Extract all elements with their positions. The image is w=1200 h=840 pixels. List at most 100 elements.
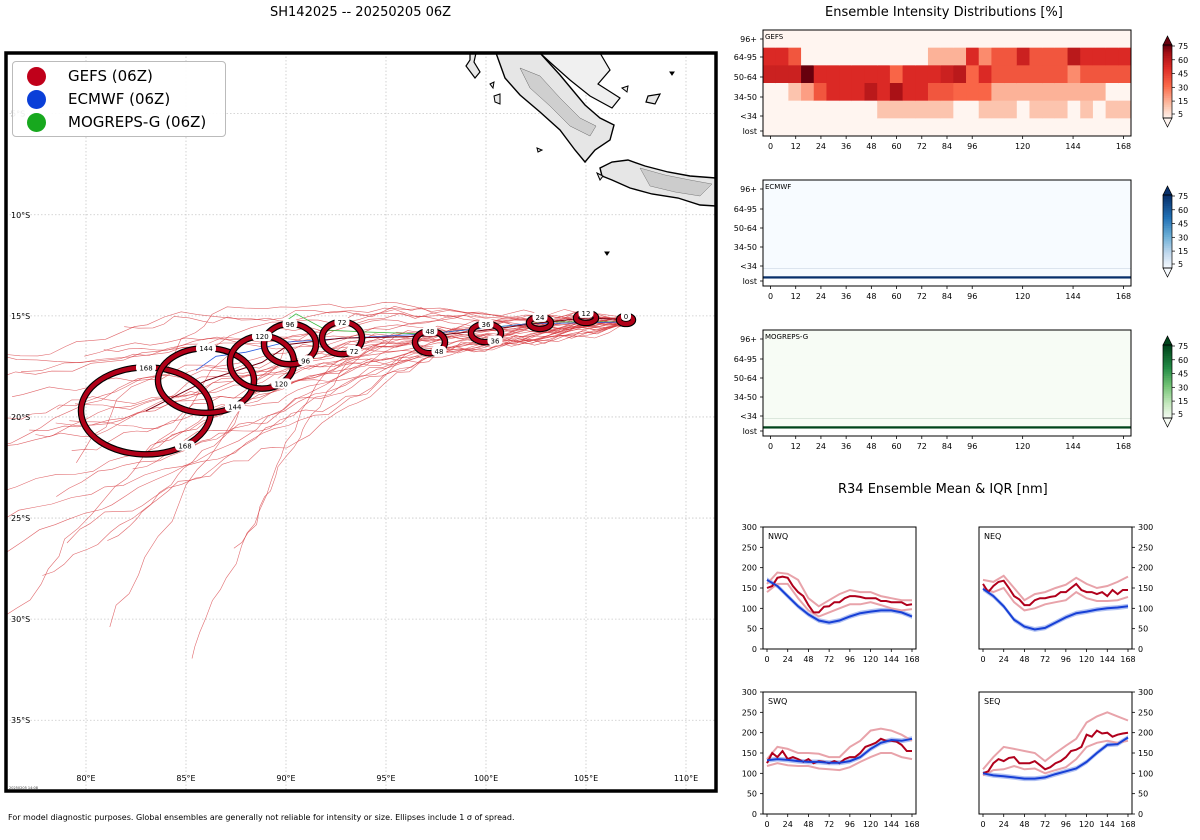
gefs-member-track — [56, 319, 633, 497]
r34-ytick-label: 50 — [1138, 790, 1148, 799]
islet-land — [489, 81, 495, 90]
heatmap-cell — [763, 400, 1131, 419]
heatmap-row-label: lost — [743, 427, 757, 436]
heatmap-row-label: 34-50 — [734, 243, 757, 252]
colorbar-segment — [1163, 255, 1172, 258]
ellipse-hour-label: 48 — [435, 348, 444, 356]
heatmap-cell — [1080, 65, 1094, 84]
r34-ytick-label: 50 — [747, 625, 757, 634]
heatmap-cell — [763, 233, 1131, 252]
heatmap-cell — [927, 83, 942, 102]
colorbar-segment — [1163, 77, 1172, 81]
heatmap-cell — [1004, 65, 1018, 84]
heatmap-cell — [763, 83, 777, 102]
colorbar-segment — [1163, 216, 1172, 220]
legend-marker-mogreps — [27, 112, 46, 132]
heatmap-cell — [1118, 65, 1132, 84]
r34-xtick-label: 144 — [884, 655, 899, 664]
ellipse-hour-label: 72 — [338, 319, 347, 327]
heatmap-cell — [813, 30, 827, 49]
colorbar-segment — [1163, 345, 1172, 348]
heatmap-cell — [953, 30, 967, 49]
heatmap-cell — [826, 83, 840, 102]
ellipse-label-bg — [282, 318, 298, 329]
heatmap-cell — [763, 215, 1131, 234]
heatmap-cell — [1105, 83, 1119, 102]
heatmap-cell — [775, 65, 789, 84]
ellipse-label-bg — [431, 346, 447, 357]
heatmap-xtick-label: 168 — [1116, 292, 1131, 301]
lat-tick-label: 20°S — [11, 413, 30, 422]
ellipse-label-bg — [621, 310, 631, 321]
colorbar-segment — [1163, 262, 1172, 265]
heatmap-cell — [763, 365, 1131, 384]
heatmap-cell — [826, 100, 840, 119]
footer-note: For model diagnostic purposes. Global en… — [8, 813, 515, 822]
heatmap-row-label: 50-64 — [734, 224, 757, 233]
colorbar-segment — [1163, 405, 1172, 408]
gefs-iqr-low-line — [766, 752, 913, 772]
gefs-mean-line — [982, 579, 1128, 607]
heatmap-row-label: 50-64 — [734, 374, 757, 383]
colorbar-segment — [1163, 233, 1172, 236]
lat-tick-label: 25°S — [11, 514, 30, 523]
heatmap-row-label: <34 — [740, 412, 757, 421]
gefs-member-track — [182, 319, 633, 442]
heatmap-cell — [1042, 118, 1056, 137]
heatmap-cell — [1029, 47, 1043, 66]
gefs-member-track — [42, 319, 633, 576]
colorbar-segment — [1163, 220, 1172, 223]
colorbar-segment — [1163, 65, 1172, 68]
lon-tick-label: 110°E — [674, 774, 698, 783]
sumatra-relief — [519, 67, 597, 137]
heatmap-cell — [813, 65, 827, 84]
heatmap-xtick-label: 24 — [816, 142, 826, 151]
heatmap-cell — [902, 65, 916, 84]
heatmap-cell — [902, 47, 916, 66]
heatmap-cell — [1004, 118, 1018, 137]
heatmap-xtick-label: 120 — [1015, 442, 1030, 451]
ellipse-hour-label: 120 — [255, 333, 268, 341]
heatmap-cell — [991, 65, 1005, 84]
ellipse-label-bg — [346, 346, 362, 357]
r34-quadrant-label: SEQ — [984, 697, 1000, 706]
colorbar-segment — [1163, 366, 1172, 370]
ecmwf-mean-line — [982, 736, 1129, 780]
heatmap-cell — [763, 418, 1131, 427]
ellipse-hour-label: 96 — [286, 321, 295, 329]
r34-xtick-label: 72 — [824, 655, 834, 664]
islet-land — [604, 251, 610, 256]
colorbar-extend-bottom — [1162, 117, 1173, 128]
r34-xtick-label: 168 — [1120, 655, 1135, 664]
islet-land — [645, 93, 662, 105]
r34-xtick-label: 96 — [845, 655, 855, 664]
heatmap-cell — [763, 383, 1131, 402]
r34-ytick-label: 300 — [1138, 688, 1153, 697]
colorbar-segment — [1163, 222, 1172, 225]
r34-xtick-label: 144 — [1100, 655, 1115, 664]
gefs-iqr-high-line — [982, 711, 1129, 770]
islet-land — [536, 147, 544, 153]
ellipse-label-bg — [298, 355, 314, 366]
heatmap-gefs: GEFS 96+ 64-95 50-64 34-50 <34 lost 0 12 24 36 48 60… — [734, 29, 1188, 151]
colorbar-segment — [1163, 394, 1172, 397]
heatmap-xtick-label: 0 — [768, 142, 773, 151]
colorbar-tick-label: 30 — [1178, 83, 1188, 92]
heatmap-cell — [940, 47, 954, 66]
colorbar-segment — [1163, 246, 1172, 249]
r34-xtick-label: 48 — [803, 655, 813, 664]
heatmap-row-label: 50-64 — [734, 73, 757, 82]
r34-ytick-label: 250 — [742, 543, 757, 552]
heatmap-cell — [763, 65, 777, 84]
heatmap-cell — [763, 330, 1131, 349]
heatmap-cell — [1054, 47, 1069, 66]
heatmap-cell — [927, 47, 942, 66]
heatmap-cell — [1118, 47, 1132, 66]
colorbar-segment — [1163, 90, 1172, 93]
r34-xtick-label: 0 — [764, 820, 769, 829]
heatmap-cell — [775, 30, 789, 49]
heatmap-cell — [813, 100, 827, 119]
colorbar-extend-top — [1162, 35, 1173, 46]
heatmap-cell — [763, 180, 1131, 199]
ellipse-hour-label: 36 — [482, 321, 491, 329]
